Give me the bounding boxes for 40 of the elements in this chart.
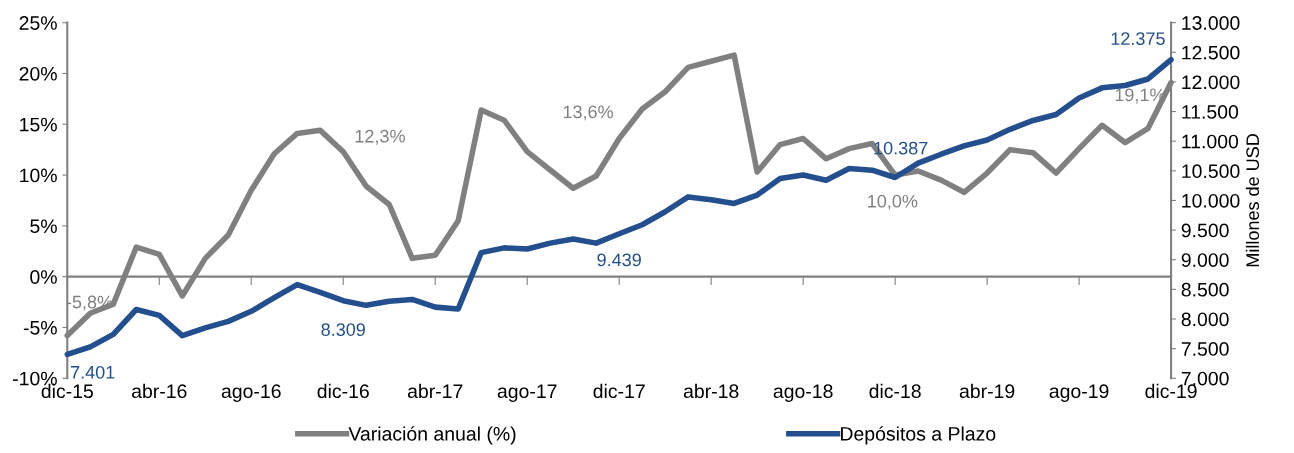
x-tick-label: abr-19 <box>959 383 1015 399</box>
y2-tick-label: 9.500 <box>1181 223 1229 238</box>
x-tick-label: abr-18 <box>683 383 739 399</box>
x-tick-label: dic-16 <box>317 383 369 399</box>
y-tick-label: 20% <box>19 66 57 81</box>
y-tick-label: 5% <box>30 219 57 234</box>
data-label: 13,6% <box>563 105 613 121</box>
data-label: 8.309 <box>321 323 365 336</box>
y2-tick-label: 11.500 <box>1182 105 1239 119</box>
y2-tick-label: 9.000 <box>1181 253 1229 267</box>
y-tick-label: -5% <box>23 321 57 335</box>
legend-label: Variación anual (%) <box>348 426 516 445</box>
legend-label: Depósitos a Plazo <box>841 426 996 445</box>
y2-axis-title: Millones de USD <box>1245 134 1260 267</box>
y2-tick-label: 10.000 <box>1182 193 1240 208</box>
y2-tick-label: 8.000 <box>1181 312 1229 327</box>
x-tick-label: ago-17 <box>497 384 557 402</box>
x-tick-label: abr-17 <box>407 383 463 399</box>
y2-tick-label: 12.000 <box>1182 75 1240 90</box>
data-label: 9.439 <box>597 253 641 267</box>
y-tick-label: 25% <box>19 16 57 30</box>
data-label: 12,3% <box>355 129 405 145</box>
y-tick-label: 15% <box>20 117 57 132</box>
x-tick-label: ago-18 <box>773 384 833 402</box>
x-tick-label: dic-18 <box>869 383 921 399</box>
y2-tick-label: 12.500 <box>1182 45 1240 60</box>
y2-tick-label: 7.500 <box>1181 342 1229 356</box>
x-tick-label: ago-19 <box>1049 384 1109 402</box>
y2-tick-label: 13.000 <box>1182 16 1240 30</box>
x-tick-label: ago-16 <box>221 384 281 402</box>
x-tick-label: abr-16 <box>132 383 187 399</box>
y-tick-label: 10% <box>20 168 57 183</box>
y2-tick-label: 11.000 <box>1182 134 1239 149</box>
y2-tick-label: 8.500 <box>1181 282 1229 297</box>
y-tick-label: 0% <box>30 270 57 284</box>
x-tick-label: dic-17 <box>593 383 645 399</box>
y2-tick-label: 10.500 <box>1182 164 1240 179</box>
data-label: 12.375 <box>1111 32 1165 46</box>
data-label: 10,0% <box>868 194 918 210</box>
data-label: 7.401 <box>70 365 115 379</box>
